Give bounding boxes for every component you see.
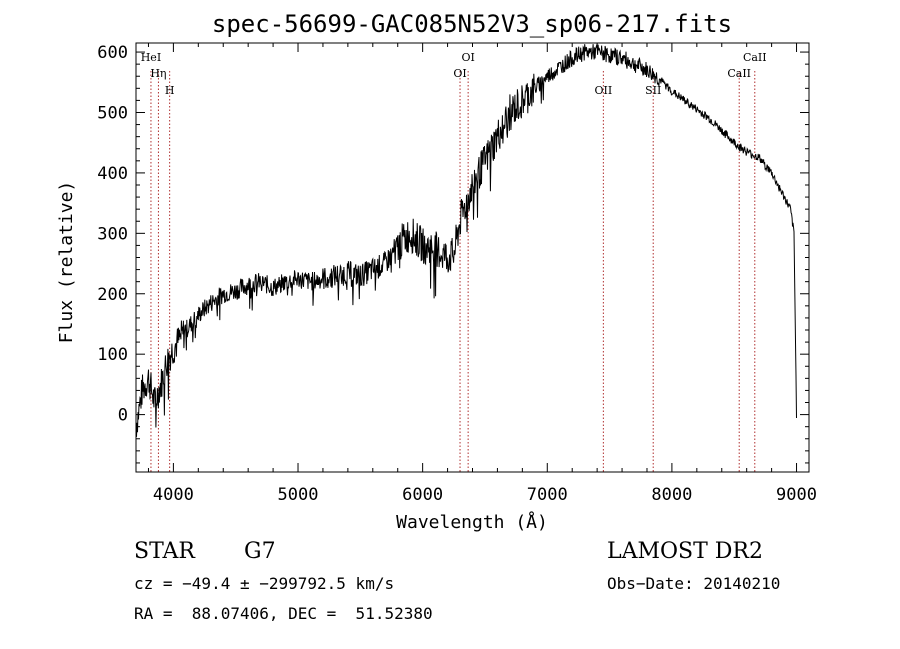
y-tick-label-400: 400 <box>97 164 128 184</box>
marker-label-4: OI <box>461 51 474 64</box>
object-subclass: G7 <box>244 539 276 564</box>
marker-label-5: OII <box>595 84 613 97</box>
y-tick-label-0: 0 <box>118 406 128 426</box>
marker-label-1: Hη <box>150 67 166 80</box>
marker-label-6: SII <box>645 84 661 97</box>
y-tick-label-600: 600 <box>97 43 128 63</box>
marker-label-7: CaII <box>727 67 751 80</box>
x-axis-label: Wavelength (Å) <box>396 511 548 533</box>
y-tick-label-100: 100 <box>97 345 128 365</box>
x-tick-label-4000: 4000 <box>153 485 194 505</box>
survey-name: LAMOST DR2 <box>607 539 763 564</box>
observation-date: Obs−Date: 20140210 <box>607 574 781 593</box>
coordinates: RA = 88.07406, DEC = 51.52380 <box>134 604 433 623</box>
marker-label-8: CaII <box>743 51 767 64</box>
x-tick-label-8000: 8000 <box>651 485 692 505</box>
x-tick-label-9000: 9000 <box>776 485 817 505</box>
x-axis: 4000 5000 6000 7000 8000 9000 <box>147 43 817 505</box>
y-tick-label-300: 300 <box>97 224 128 244</box>
marker-label-2: H <box>165 84 175 97</box>
y-axis-label: Flux (relative) <box>56 181 77 344</box>
x-tick-label-7000: 7000 <box>527 485 568 505</box>
spectrum-series-line <box>135 43 797 437</box>
y-tick-label-500: 500 <box>97 103 128 123</box>
marker-label-3: OI <box>453 67 466 80</box>
y-axis: 0 100 200 300 400 500 600 <box>97 43 809 464</box>
redshift-velocity: cz = −49.4 ± −299792.5 km/s <box>134 574 395 593</box>
x-tick-label-6000: 6000 <box>402 485 443 505</box>
x-tick-label-5000: 5000 <box>278 485 319 505</box>
emission-line-markers: HeI Hη H OI OI OII SII CaII CaII <box>141 51 767 472</box>
chart-title: spec-56699-GAC085N52V3_sp06-217.fits <box>212 10 732 38</box>
y-tick-label-200: 200 <box>97 285 128 305</box>
object-class: STAR <box>134 539 195 564</box>
marker-label-0: HeI <box>141 51 161 64</box>
plot-frame <box>135 42 810 473</box>
